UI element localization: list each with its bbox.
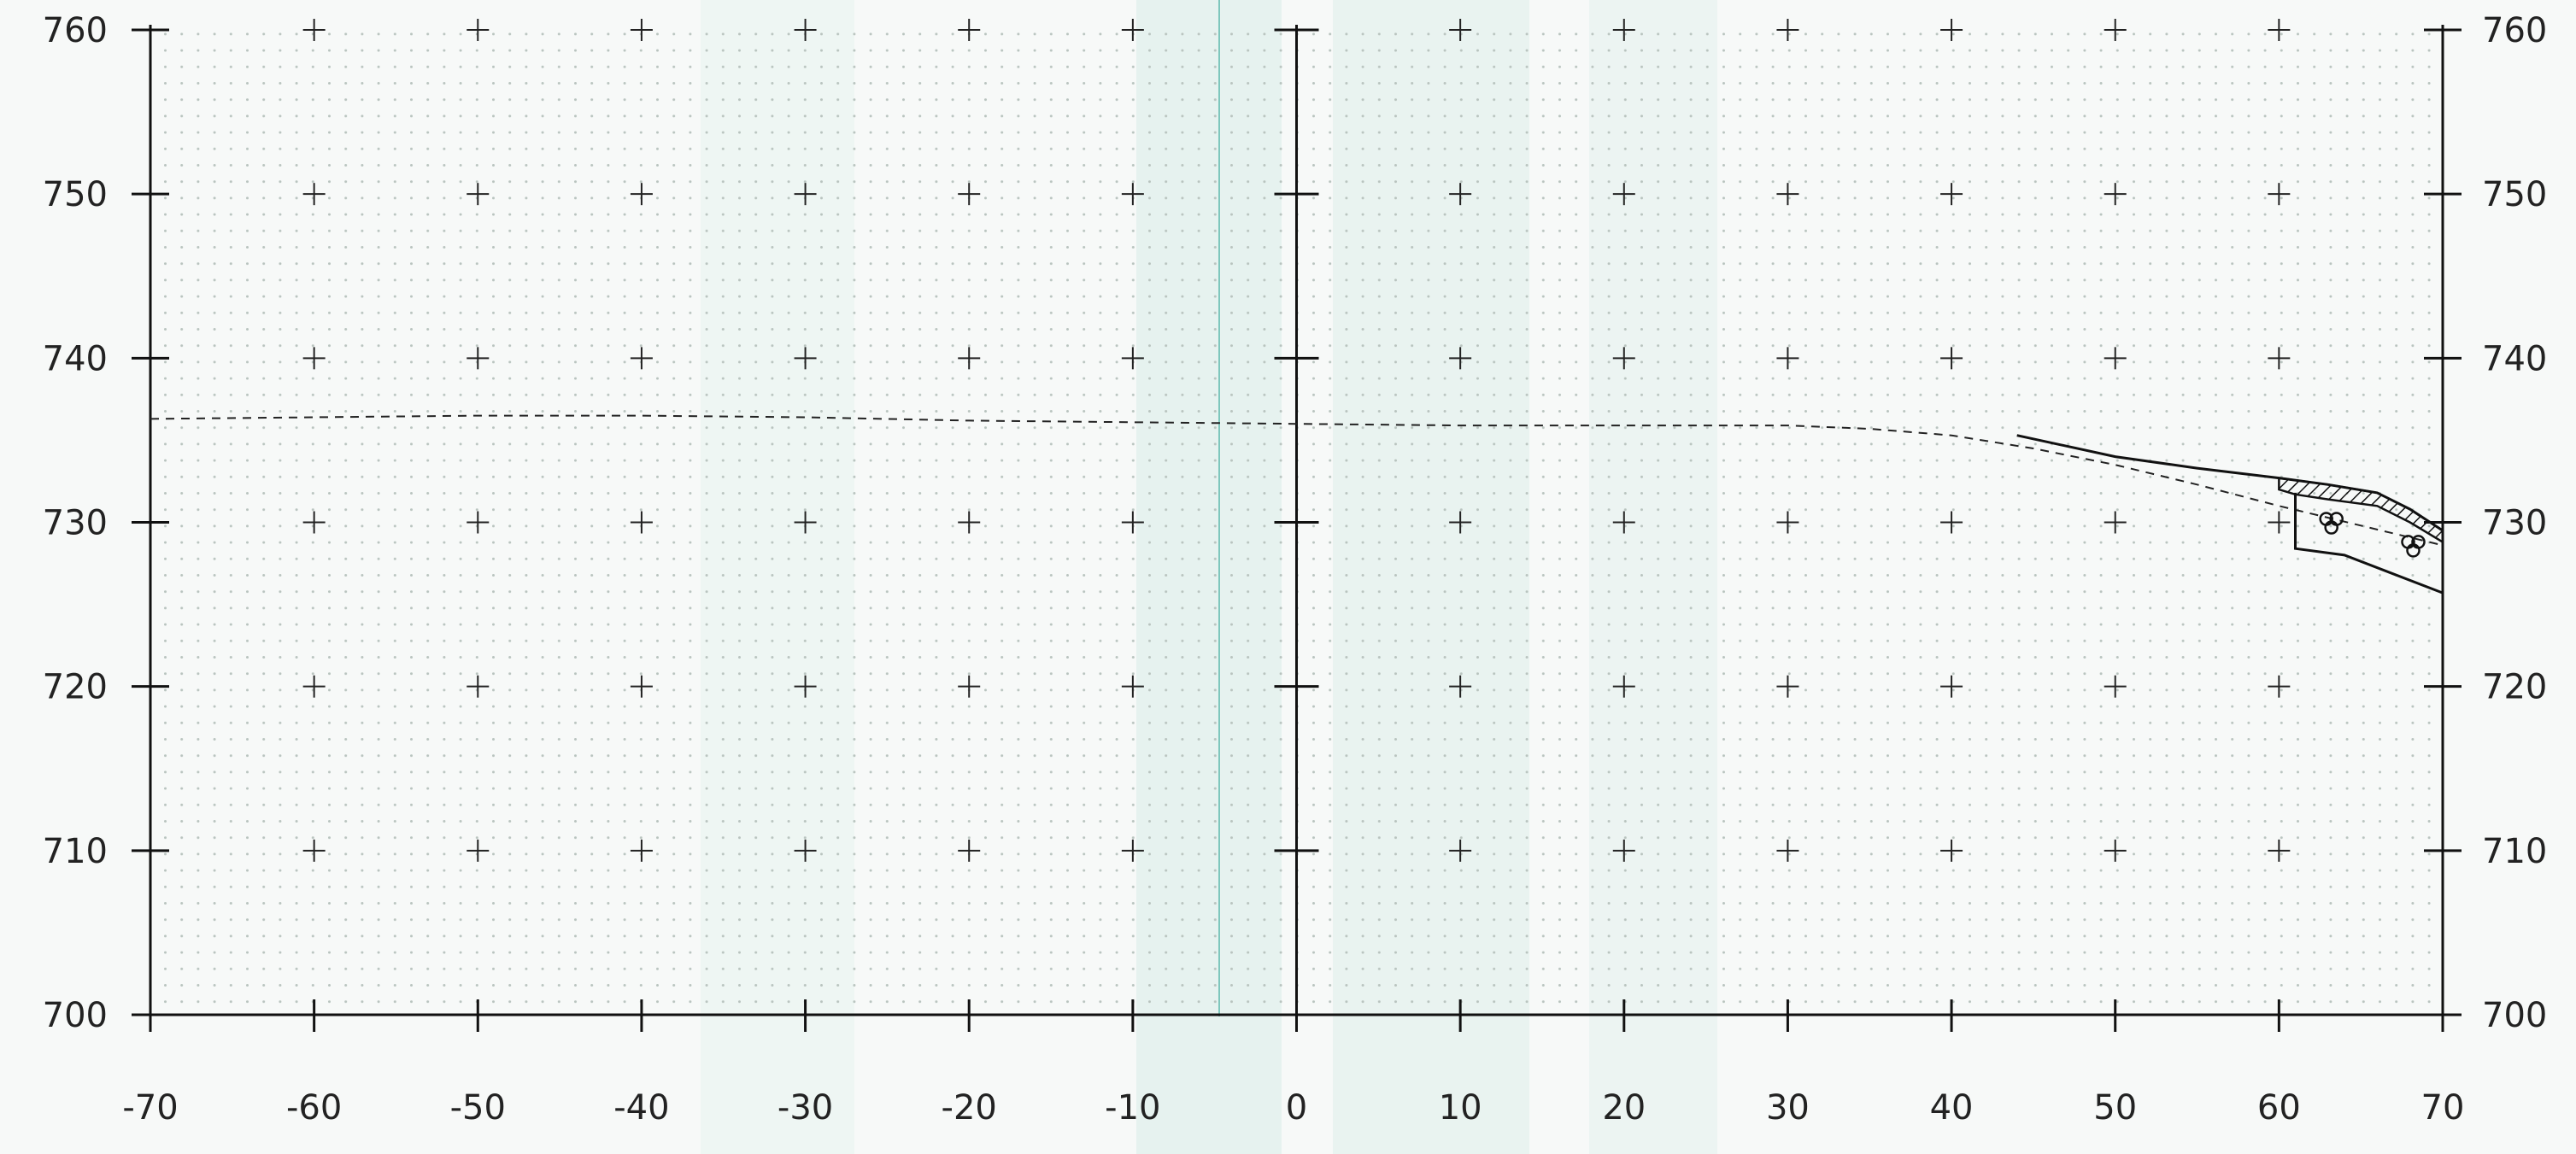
x-tick-label: 40 (1930, 1088, 1974, 1128)
x-tick-label: -30 (777, 1088, 833, 1128)
x-tick-label: 60 (2257, 1088, 2301, 1128)
x-tick-label: 10 (1439, 1088, 1482, 1128)
x-tick-label: -40 (613, 1088, 669, 1128)
y-tick-label-right: 730 (2482, 504, 2547, 543)
embankment-detail (2278, 477, 2444, 558)
x-tick-label: 70 (2421, 1088, 2465, 1128)
x-tick-label: 30 (1766, 1088, 1810, 1128)
y-tick-label-left: 750 (43, 175, 108, 214)
y-tick-label-right: 760 (2482, 11, 2547, 50)
y-tick-label-right: 750 (2482, 175, 2547, 214)
y-tick-label-left: 700 (43, 996, 108, 1035)
y-tick-label-right: 710 (2482, 832, 2547, 871)
x-tick-label: -20 (942, 1088, 997, 1128)
x-tick-label: -10 (1105, 1088, 1160, 1128)
grid-crosses (302, 19, 2291, 862)
x-tick-label: 0 (1286, 1088, 1307, 1128)
tick-labels: -70 -60 -50 -40 -30 -20 -10 0 10 20 30 40 50 60 70 700 7… (43, 11, 2548, 1128)
hatched-layer (2278, 477, 2444, 544)
axes (132, 25, 2462, 1032)
x-tick-label: -50 (450, 1088, 506, 1128)
y-tick-label-right: 700 (2482, 996, 2547, 1035)
x-tick-label: 50 (2093, 1088, 2137, 1128)
y-tick-label-left: 740 (43, 339, 108, 378)
surface-line-2 (2294, 492, 2444, 595)
y-tick-label-left: 730 (43, 504, 108, 543)
y-tick-label-right: 720 (2482, 668, 2547, 707)
boulder-symbol (2406, 543, 2421, 558)
ground-line-dashed (150, 414, 2444, 547)
x-tick-label: -70 (122, 1088, 178, 1128)
x-tick-label: 20 (1602, 1088, 1646, 1128)
boulder-symbol (2324, 520, 2338, 535)
x-tick-label: -60 (286, 1088, 342, 1128)
y-tick-label-left: 710 (43, 832, 108, 871)
y-tick-label-left: 720 (43, 668, 108, 707)
y-tick-label-right: 740 (2482, 339, 2547, 378)
y-tick-label-left: 760 (43, 11, 108, 50)
